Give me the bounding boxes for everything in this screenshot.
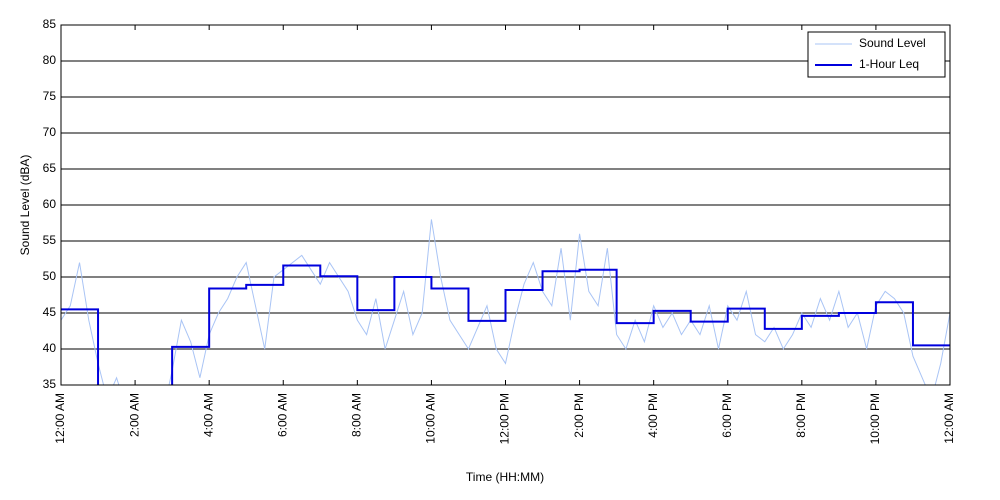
x-tick-label: 2:00 AM [127,393,141,437]
x-tick-label: 10:00 AM [424,393,438,444]
x-axis-label: Time (HH:MM) [466,470,544,484]
x-tick-label: 10:00 PM [868,393,882,444]
x-tick-label: 12:00 PM [498,393,512,444]
plot-frame [60,24,951,386]
legend-label: Sound Level [859,36,926,50]
x-tick-label: 4:00 AM [201,393,215,437]
x-tick-label: 12:00 AM [53,393,67,444]
plot-lines [61,219,950,385]
x-tick-label: 2:00 PM [572,393,586,438]
x-tick-label: 12:00 AM [942,393,956,444]
legend-label: 1-Hour Leq [859,57,919,71]
legend-box [807,31,946,78]
y-tick-label: 45 [43,305,57,319]
y-tick-label: 80 [43,53,57,67]
y-tick-label: 55 [43,233,57,247]
leq-line [61,264,950,385]
y-tick-label: 35 [43,377,57,391]
x-tick-label: 8:00 AM [350,393,364,437]
x-tick-label: 6:00 PM [720,393,734,438]
x-tick-label: 6:00 AM [275,393,289,437]
x-tick-label: 4:00 PM [646,393,660,438]
y-tick-label: 85 [43,17,57,31]
y-tick-label: 70 [43,125,57,139]
legend: Sound Level 1-Hour Leq [807,31,946,78]
y-tick-label: 40 [43,341,57,355]
y-tick-label: 75 [43,89,57,103]
y-tick-label: 50 [43,269,57,283]
y-axis-label: Sound Level (dBA) [18,155,32,256]
y-tick-label: 60 [43,197,57,211]
x-tick-label: 8:00 PM [794,393,808,438]
y-tick-label: 65 [43,161,57,175]
